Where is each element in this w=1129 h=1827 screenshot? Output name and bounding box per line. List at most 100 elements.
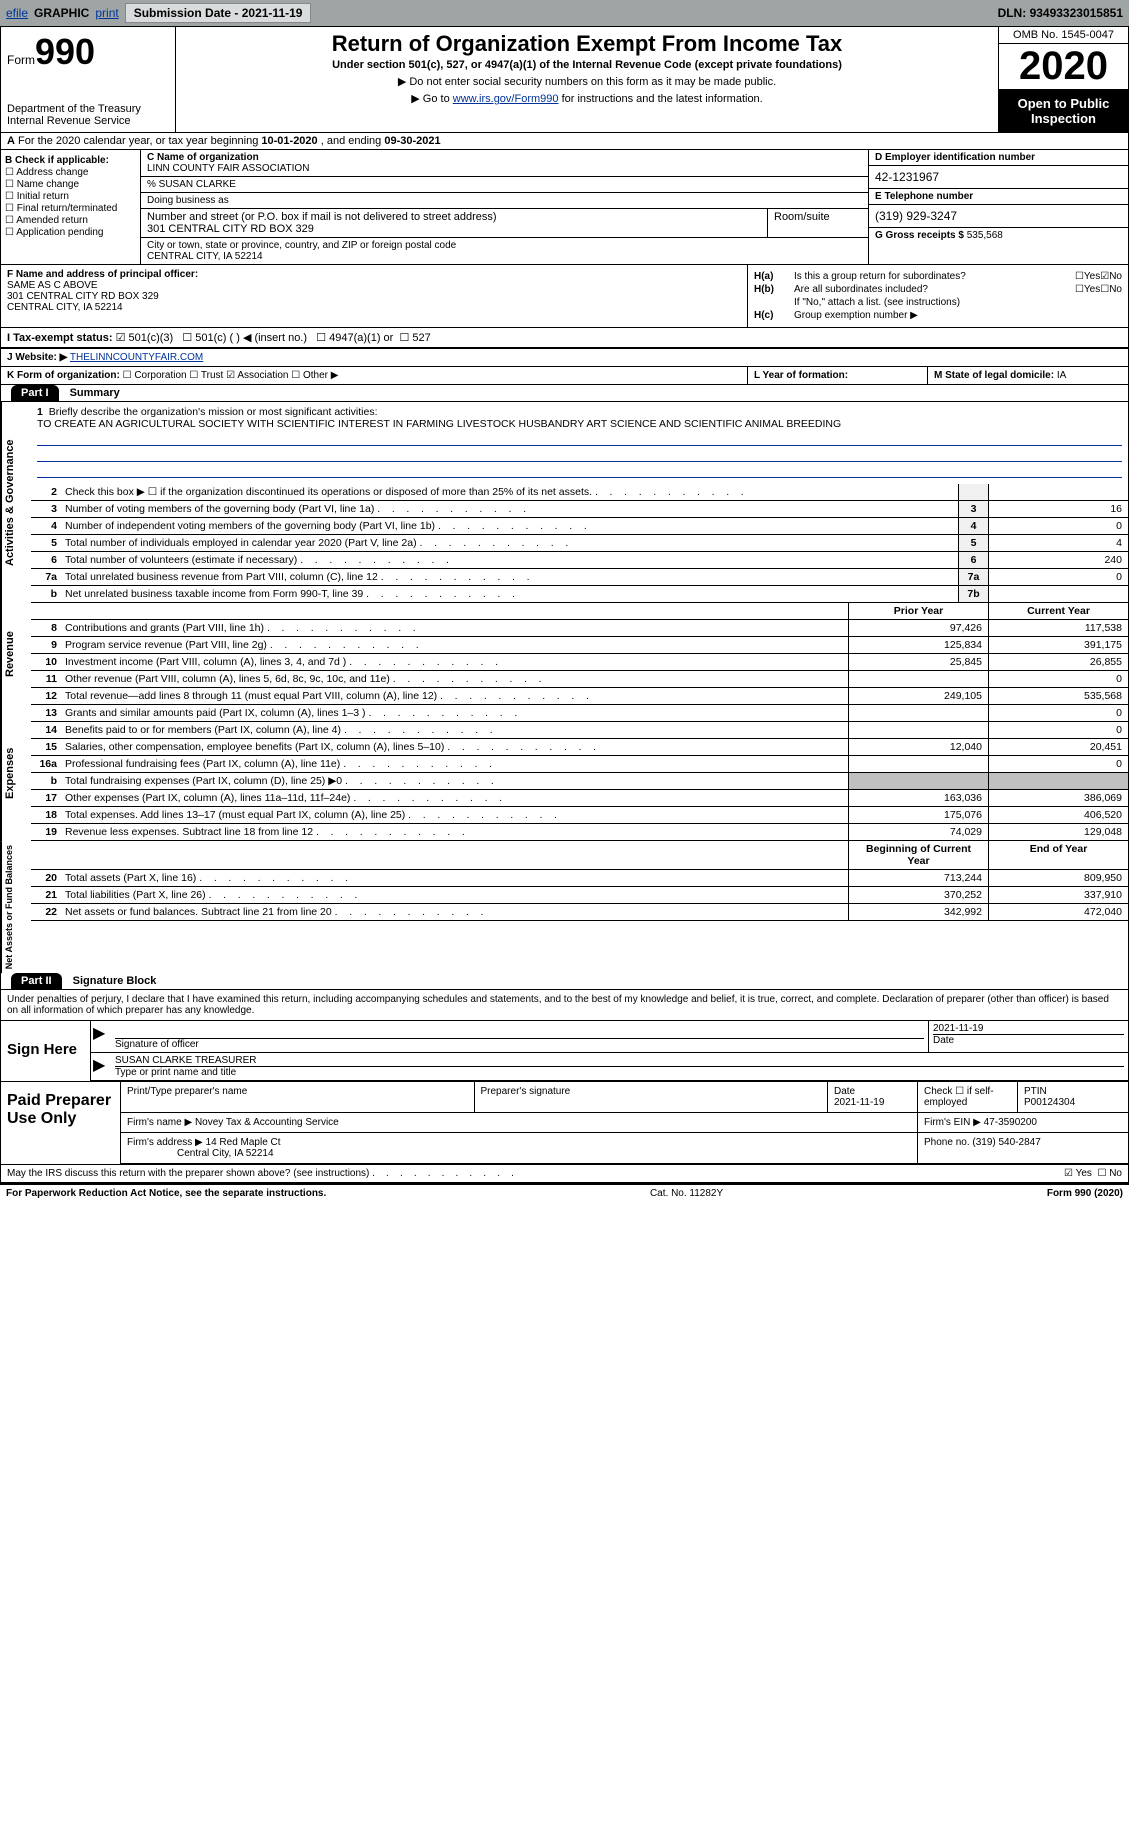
header-right: OMB No. 1545-0047 2020 Open to Public In… — [998, 27, 1128, 132]
hdr-begin-year: Beginning of Current Year — [848, 841, 988, 869]
line-j: J Website: ▶ THELINNCOUNTYFAIR.COM — [1, 348, 1128, 367]
rev-row-12: 12Total revenue—add lines 8 through 11 (… — [31, 688, 1128, 705]
chk-amended[interactable]: ☐ Amended return — [5, 215, 136, 226]
rev-row-11: 11Other revenue (Part VIII, column (A), … — [31, 671, 1128, 688]
firm-addr2: Central City, IA 52214 — [177, 1148, 274, 1159]
chk-4947[interactable]: ☐ 4947(a)(1) or — [316, 332, 393, 344]
note-goto: ▶ Go to www.irs.gov/Form990 for instruct… — [182, 92, 992, 105]
note2-post: for instructions and the latest informat… — [559, 93, 763, 105]
dln: DLN: 93493323015851 — [998, 6, 1123, 20]
summary-revenue: Revenue Prior Year Current Year 8Contrib… — [1, 603, 1128, 705]
vlabel-expenses: Expenses — [1, 705, 31, 841]
ha-yes[interactable]: ☐Yes — [1075, 271, 1100, 282]
line-a: A For the 2020 calendar year, or tax yea… — [1, 133, 1128, 150]
ein-label: D Employer identification number — [869, 150, 1128, 166]
chk-final-return[interactable]: ☐ Final return/terminated — [5, 203, 136, 214]
hb-yes[interactable]: ☐Yes — [1075, 284, 1100, 295]
phone-value: (319) 929-3247 — [869, 205, 1128, 228]
mission-block: 1 Briefly describe the organization's mi… — [31, 402, 1128, 484]
hdr-prior-year: Prior Year — [848, 603, 988, 619]
exp-row-16a: 16aProfessional fundraising fees (Part I… — [31, 756, 1128, 773]
signature-declaration: Under penalties of perjury, I declare th… — [1, 990, 1128, 1020]
gross-label: G Gross receipts $ — [875, 230, 967, 241]
chk-name-change[interactable]: ☐ Name change — [5, 179, 136, 190]
exp-row-14: 14Benefits paid to or for members (Part … — [31, 722, 1128, 739]
officer-addr1: 301 CENTRAL CITY RD BOX 329 — [7, 291, 159, 302]
hdr-current-year: Current Year — [988, 603, 1128, 619]
chk-527[interactable]: ☐ 527 — [399, 332, 430, 344]
prep-date: 2021-11-19 — [834, 1097, 884, 1108]
j-label: J Website: ▶ — [7, 352, 67, 363]
hc-label: H(c) — [754, 310, 794, 321]
col-headers-py-cy: Prior Year Current Year — [31, 603, 1128, 620]
c-name-label: C Name of organization — [147, 152, 259, 163]
section-fgh: F Name and address of principal officer:… — [1, 265, 1128, 328]
efile-link[interactable]: efile — [6, 6, 28, 20]
mission-num: 1 — [37, 406, 43, 418]
submission-date-button[interactable]: Submission Date - 2021-11-19 — [125, 3, 312, 23]
b-label: B Check if applicable: — [5, 155, 136, 166]
firm-phone: (319) 540-2847 — [972, 1137, 1040, 1148]
form-990: Form990 Department of the Treasury Inter… — [0, 26, 1129, 1183]
chk-address-change[interactable]: ☐ Address change — [5, 167, 136, 178]
rev-row-8: 8Contributions and grants (Part VIII, li… — [31, 620, 1128, 637]
sign-here-block: Sign Here ▶ Signature of officer 2021-11… — [1, 1020, 1128, 1081]
sig-arrow-icon: ▶ — [91, 1021, 111, 1052]
chk-corp[interactable]: ☐ Corporation — [123, 370, 187, 381]
section-d: D Employer identification number 42-1231… — [868, 150, 1128, 264]
net-row-20: 20Total assets (Part X, line 16)713,2448… — [31, 870, 1128, 887]
chk-501c3[interactable]: ☑ 501(c)(3) — [116, 332, 174, 344]
firm-ein-label: Firm's EIN ▶ — [924, 1117, 981, 1128]
firm-ein: 47-3590200 — [984, 1117, 1037, 1128]
mission-text: TO CREATE AN AGRICULTURAL SOCIETY WITH S… — [37, 418, 841, 430]
ptin-value: P00124304 — [1024, 1097, 1075, 1108]
line-m: M State of legal domicile: IA — [928, 367, 1128, 384]
form-number: 990 — [35, 31, 95, 72]
gov-row-4: 4Number of independent voting members of… — [31, 518, 1128, 535]
sig-date-label: Date — [933, 1035, 954, 1046]
firm-addr1: 14 Red Maple Ct — [206, 1137, 281, 1148]
irs-link[interactable]: www.irs.gov/Form990 — [453, 93, 559, 105]
open-inspection: Open to Public Inspection — [999, 90, 1128, 132]
form-footer: Form 990 (2020) — [1047, 1188, 1123, 1199]
prep-self-employed[interactable]: Check ☐ if self-employed — [918, 1082, 1018, 1112]
part2-bar: Part II Signature Block — [1, 973, 1128, 990]
chk-501c[interactable]: ☐ 501(c) ( ) ◀ (insert no.) — [182, 332, 307, 344]
ha-no[interactable]: ☑No — [1100, 271, 1122, 282]
exp-row-18: 18Total expenses. Add lines 13–17 (must … — [31, 807, 1128, 824]
col-headers-begin-end: Beginning of Current Year End of Year — [31, 841, 1128, 870]
vlabel-revenue: Revenue — [1, 603, 31, 705]
chk-initial-return[interactable]: ☐ Initial return — [5, 191, 136, 202]
prep-date-label: Date — [834, 1086, 855, 1097]
form-label: Form — [7, 53, 35, 67]
chk-application-pending[interactable]: ☐ Application pending — [5, 227, 136, 238]
mission-label: Briefly describe the organization's miss… — [49, 406, 378, 418]
print-link[interactable]: print — [95, 6, 118, 20]
discuss-yes[interactable]: ☑ Yes — [1064, 1168, 1092, 1179]
dept-treasury: Department of the Treasury Internal Reve… — [7, 103, 169, 127]
chk-trust[interactable]: ☐ Trust — [189, 370, 223, 381]
firm-phone-label: Phone no. — [924, 1137, 972, 1148]
discuss-no[interactable]: ☐ No — [1097, 1168, 1122, 1179]
form-header: Form990 Department of the Treasury Inter… — [1, 27, 1128, 133]
paid-preparer-label: Paid Preparer Use Only — [1, 1082, 121, 1164]
firm-name: Novey Tax & Accounting Service — [195, 1117, 339, 1128]
care-of: % SUSAN CLARKE — [141, 177, 868, 193]
hc-text: Group exemption number ▶ — [794, 310, 1122, 321]
pra-notice: For Paperwork Reduction Act Notice, see … — [6, 1188, 326, 1199]
chk-assoc[interactable]: ☑ Association — [226, 370, 288, 381]
part1-title: Summary — [62, 385, 128, 401]
l-label: L Year of formation: — [754, 370, 848, 381]
header-mid: Return of Organization Exempt From Incom… — [176, 27, 998, 132]
dba-label: Doing business as — [141, 193, 868, 209]
graphic-label: GRAPHIC — [34, 6, 89, 20]
line-a-mid: , and ending — [318, 135, 385, 147]
chk-other[interactable]: ☐ Other ▶ — [291, 370, 338, 381]
website-link[interactable]: THELINNCOUNTYFAIR.COM — [70, 352, 203, 363]
hb-no[interactable]: ☐No — [1100, 284, 1122, 295]
header-left: Form990 Department of the Treasury Inter… — [1, 27, 176, 132]
tax-year-end: 09-30-2021 — [384, 135, 440, 147]
top-toolbar: efile GRAPHIC print Submission Date - 20… — [0, 0, 1129, 26]
form-subtitle: Under section 501(c), 527, or 4947(a)(1)… — [182, 59, 992, 71]
hb-text: Are all subordinates included? — [794, 284, 1075, 295]
